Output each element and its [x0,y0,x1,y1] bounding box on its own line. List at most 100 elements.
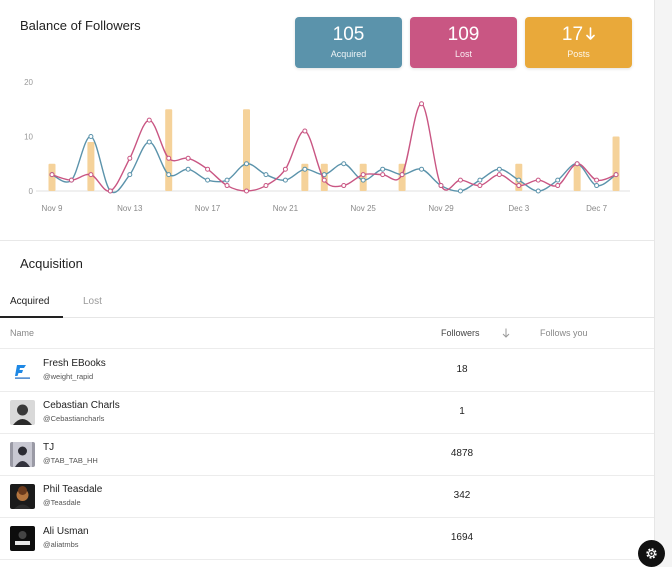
x-tick-label: Nov 17 [195,204,221,213]
avatar [10,526,35,551]
posts-bar [320,163,328,191]
y-tick-label: 20 [24,78,33,87]
chart-title: Balance of Followers [20,18,141,33]
account-name[interactable]: Cebastian Charls [43,400,120,411]
posts-bar [48,163,56,191]
column-followers[interactable]: Followers [441,328,480,338]
posts-stat-card[interactable]: 17 Posts [525,17,632,68]
avatar [10,400,35,425]
data-point [360,177,366,183]
data-point [496,166,502,172]
data-point [516,183,522,189]
person-portrait-icon [10,442,35,467]
x-tick-label: Dec 3 [508,204,529,213]
tab-lost[interactable]: Lost [83,296,102,307]
data-point [146,139,152,145]
person-portrait-icon [10,400,35,425]
posts-bar [573,163,581,191]
table-row[interactable]: Cebastian Charls @Cebastiancharls 1 [0,392,654,434]
data-point [555,177,561,183]
account-handle: @Cebastiancharls [43,414,105,423]
account-handle: @weight_rapid [43,372,94,381]
acquired-series-line [51,135,617,194]
follower-count: 1 [459,406,465,417]
posts-bar [165,109,173,191]
data-point [263,172,269,178]
acquired-count: 105 [332,24,365,45]
posts-bar [612,136,620,191]
data-point [516,177,522,183]
data-point [457,188,463,194]
scrollbar[interactable] [654,0,672,567]
data-point [282,166,288,172]
account-name[interactable]: Phil Teasdale [43,484,103,495]
follower-count: 4878 [450,448,474,459]
posts-bar [87,141,95,191]
data-point [127,172,133,178]
posts-label: Posts [567,49,590,59]
data-point [360,172,366,178]
data-point [535,177,541,183]
data-point [535,188,541,194]
y-tick-label: 0 [29,187,34,196]
lost-count: 109 [447,24,480,45]
data-point [477,183,483,189]
account-handle: @TAB_TAB_HH [43,456,98,465]
section-divider [0,240,654,241]
table-row[interactable]: TJ @TAB_TAB_HH 4878 [0,434,654,476]
gear-icon [646,548,657,559]
account-name[interactable]: TJ [43,442,55,453]
x-tick-label: Nov 13 [117,204,143,213]
data-point [341,183,347,189]
data-point [302,166,308,172]
posts-count-wrap: 17 [525,24,632,46]
settings-button[interactable] [638,540,665,567]
data-point [263,183,269,189]
data-point [244,188,249,194]
data-point [224,183,230,189]
acquired-stat-card[interactable]: 105 Acquired [295,17,402,68]
account-handle: @Teasdale [43,498,81,507]
follower-count: 18 [456,364,468,375]
data-point [321,177,327,183]
data-point [166,155,172,161]
table-header: Name Followers Follows you [0,319,654,349]
tab-acquired[interactable]: Acquired [0,296,63,318]
table-row[interactable]: Fresh EBooks @weight_rapid 18 [0,350,654,392]
column-name[interactable]: Name [10,328,35,338]
column-follows-you[interactable]: Follows you [540,328,588,338]
data-point [399,172,405,178]
acquisition-title: Acquisition [20,256,83,271]
data-point [205,166,211,172]
data-point [613,172,619,178]
avatar [10,358,35,383]
data-point [244,161,249,167]
account-name[interactable]: Ali Usman [43,526,89,537]
data-point [302,128,308,134]
data-point [224,177,230,183]
data-point [146,117,152,123]
data-point [166,172,172,178]
lost-series-line [51,103,617,192]
table-row[interactable]: Ali Usman @aliatmbs 1694 [0,518,654,560]
lost-label: Lost [454,49,472,59]
follower-count: 342 [453,490,471,501]
lost-stat-card[interactable]: 109 Lost [410,17,517,68]
main-panel: Balance of Followers 105 Acquired 109 Lo… [0,17,654,560]
account-name[interactable]: Fresh EBooks [43,358,106,369]
data-point [127,155,133,161]
data-point [457,177,463,183]
data-point [185,166,191,172]
followers-balance-chart: 0 10 20 Nov 9 Nov 13 Nov 17 Nov 21 Nov 25 Nov 29… [24,78,630,213]
x-tick-label: Nov 25 [351,204,377,213]
follower-count: 1694 [450,532,474,543]
sort-down-icon[interactable] [502,328,510,338]
table-row[interactable]: Phil Teasdale @Teasdale 342 [0,476,654,518]
arrow-down-icon [586,27,595,40]
account-handle: @aliatmbs [43,540,79,549]
posts-bar [243,109,250,191]
person-portrait-icon [10,484,35,509]
acquisition-tabs: Acquired Lost [0,295,654,318]
data-point [594,183,600,189]
followers-table: Fresh EBooks @weight_rapid 18 Cebastian … [0,350,654,560]
